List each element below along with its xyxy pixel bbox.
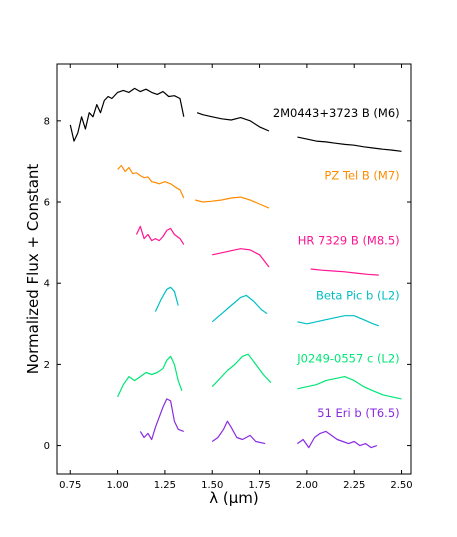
series-line [154, 286, 179, 312]
x-tick-label: 1.50 [201, 480, 223, 491]
series-3 [154, 286, 379, 327]
y-tick-label: 6 [44, 198, 50, 209]
series-label: Beta Pic b (L2) [316, 288, 400, 302]
series-line [297, 430, 378, 449]
y-axis-ticks: 0 2 4 6 8 [44, 116, 411, 452]
series-2 [135, 225, 379, 276]
series-line [117, 164, 185, 199]
series-labels: 2M0443+3723 B (M6) PZ Tel B (M7) HR 7329 B… [273, 106, 400, 420]
series-line [211, 294, 268, 323]
series-label: 2M0443+3723 B (M6) [273, 106, 400, 120]
series-label: HR 7329 B (M8.5) [298, 234, 400, 248]
series-line [297, 136, 402, 152]
series-line [297, 315, 379, 327]
y-tick-label: 4 [44, 279, 50, 290]
series-label: J0249-0557 c (L2) [296, 351, 399, 365]
series-0 [69, 87, 402, 152]
plot-frame [56, 63, 412, 475]
x-tick-label: 2.00 [296, 480, 318, 491]
series-line [310, 268, 379, 276]
x-tick-label: 1.00 [106, 480, 128, 491]
series-line [211, 353, 272, 388]
y-axis-title: Normalized Flux + Constant [24, 164, 42, 375]
x-axis-title: λ (μm) [209, 489, 259, 507]
x-tick-label: 0.75 [59, 480, 81, 491]
series-layer [69, 87, 402, 449]
x-tick-label: 1.75 [248, 480, 270, 491]
y-tick-label: 8 [44, 116, 50, 127]
series-line [195, 196, 270, 209]
series-line [135, 225, 185, 245]
series-4 [117, 353, 402, 400]
series-line [117, 355, 183, 398]
series-line [139, 398, 185, 441]
series-line [297, 376, 402, 400]
y-tick-label: 0 [44, 441, 50, 452]
series-label: PZ Tel B (M7) [324, 169, 399, 183]
series-line [196, 112, 270, 132]
x-tick-label: 1.25 [154, 480, 176, 491]
x-axis-ticks: 0.75 1.00 1.25 1.50 1.75 2.00 2.25 2.50 [59, 64, 413, 491]
series-line [69, 87, 185, 142]
x-tick-label: 2.25 [343, 480, 365, 491]
series-1 [117, 164, 270, 209]
series-5 [139, 398, 378, 449]
series-line [211, 420, 266, 445]
y-tick-label: 2 [44, 360, 50, 371]
series-line [212, 248, 270, 268]
x-tick-label: 2.50 [390, 480, 412, 491]
series-label: 51 Eri b (T6.5) [317, 406, 399, 420]
